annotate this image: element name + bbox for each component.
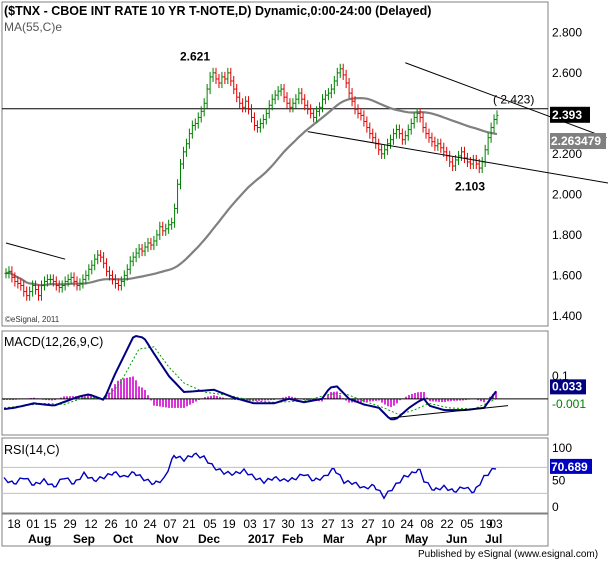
rsi-tick-label: 100 (552, 441, 572, 455)
x-month-label: Mar (323, 532, 345, 546)
x-day-label: 21 (182, 517, 196, 531)
x-month-label: Feb (282, 532, 303, 546)
rsi-line (3, 452, 497, 500)
last-price-value: 2.393 (552, 108, 582, 122)
x-day-label: 19 (222, 517, 236, 531)
x-day-label: 27 (361, 517, 375, 531)
macd-value: 0.033 (552, 379, 582, 393)
x-day-label: 10 (124, 517, 138, 531)
macd-panel (1, 330, 549, 436)
trendline (307, 131, 608, 184)
x-day-label: 26 (104, 517, 118, 531)
trendline (5, 242, 66, 260)
macd-signal-line (3, 346, 497, 415)
ma-label: MA(55,C)e (4, 20, 62, 34)
price-tick-label: 2.600 (552, 66, 582, 80)
last-price-badge (550, 106, 590, 123)
x-day-label: 18 (7, 517, 21, 531)
x-day-label: 13 (300, 517, 314, 531)
x-month-label: Nov (156, 532, 179, 546)
watermark: ©eSignal, 2011 (5, 315, 60, 324)
trendline (405, 62, 607, 139)
ma-value: 2.263479 (551, 134, 601, 148)
ma-value-badge (550, 133, 606, 150)
price-tick-label: 2.800 (552, 25, 582, 39)
rsi-title: RSI(14,C) (4, 443, 60, 457)
price-tick-label: 1.600 (552, 268, 582, 282)
rsi-layer: 100 50 0 70.689 (2, 441, 592, 514)
x-day-label: 03 (489, 517, 503, 531)
x-day-label: 15 (43, 517, 57, 531)
rsi-tick-label-zero: 0 (552, 500, 559, 514)
x-day-label: 19 (479, 517, 493, 531)
x-day-label: 30 (281, 517, 295, 531)
macd-layer: 0.10.033-0.001 (2, 334, 586, 421)
rsi-panel (1, 437, 549, 514)
x-day-label: 05 (460, 517, 474, 531)
x-month-label: May (405, 532, 429, 546)
x-month-label: Oct (113, 532, 133, 546)
x-day-label: 13 (340, 517, 354, 531)
price-tick-label: 2.000 (552, 187, 582, 201)
x-day-label: 22 (440, 517, 454, 531)
x-day-label: 03 (243, 517, 257, 531)
footer-credit: Published by eSignal (www.esignal.com) (418, 549, 598, 560)
x-month-label: Aug (28, 532, 51, 546)
price-tick-label: 1.800 (552, 228, 582, 242)
macd-title: MACD(12,26,9,C) (4, 335, 103, 349)
low-label: 2.103 (455, 179, 485, 193)
macd-value-badge (550, 379, 586, 395)
target-label: ( 2.423) (493, 92, 534, 106)
x-month-label: Apr (366, 532, 387, 546)
macd-trendline (389, 405, 509, 419)
x-day-label: 24 (400, 517, 414, 531)
price-layer: 2.8002.6002.4002.2002.0001.8001.6001.400… (2, 25, 608, 323)
high-label: 2.621 (180, 50, 210, 64)
x-day-label: 01 (26, 517, 40, 531)
x-day-label: 08 (420, 517, 434, 531)
x-axis-area (1, 513, 549, 547)
x-day-label: 29 (63, 517, 77, 531)
chart-title: ($TNX - CBOE INT RATE 10 YR T-NOTE,D) Dy… (4, 4, 431, 18)
rsi-tick-label: 50 (552, 473, 566, 487)
x-day-label: 10 (381, 517, 395, 531)
x-month-label: Dec (198, 532, 220, 546)
x-day-label: 24 (143, 517, 157, 531)
axis-layer: 18 01 15 29 12 26 10 24 07 21 05 19 03 17 30 13 27 13 27 10… (7, 517, 503, 546)
x-day-label: 27 (321, 517, 335, 531)
price-tick-label: 2.200 (552, 147, 582, 161)
x-day-label: 12 (84, 517, 98, 531)
rsi-value: 70.689 (551, 460, 588, 474)
macd-signal-value: -0.001 (552, 397, 586, 411)
x-day-label: 17 (262, 517, 276, 531)
ma-line (5, 97, 498, 287)
x-day-label: 07 (163, 517, 177, 531)
price-tick-label: 1.400 (552, 309, 582, 323)
x-month-label: Sep (73, 532, 95, 546)
x-day-label: 05 (203, 517, 217, 531)
x-month-label: Jun (446, 532, 467, 546)
x-month-label: 2017 (248, 532, 275, 546)
macd-line (3, 334, 497, 421)
rsi-value-badge (550, 458, 592, 474)
x-month-label: Jul (485, 532, 502, 546)
